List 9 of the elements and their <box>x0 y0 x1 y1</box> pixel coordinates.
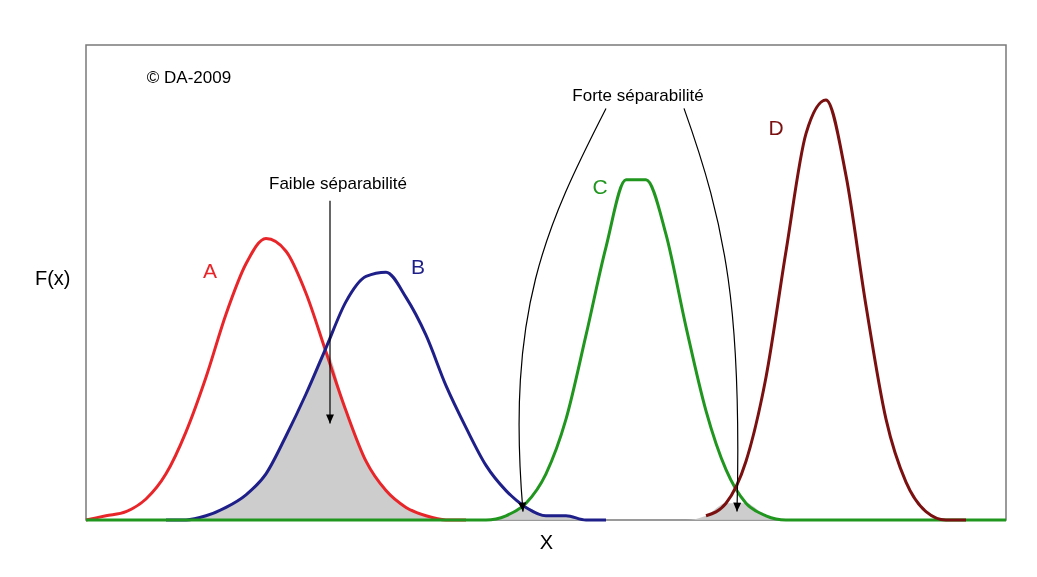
x-axis-title: X <box>539 530 554 553</box>
y-axis-title: F(x) <box>34 267 71 289</box>
text: © DA-2009 <box>146 68 232 88</box>
series-label: D <box>768 116 784 140</box>
series-label: A <box>202 259 218 283</box>
annotation: Forte séparabilité <box>572 85 704 105</box>
series-label: C <box>592 175 608 199</box>
series-label: B <box>410 255 426 279</box>
annotation: Faible séparabilité <box>269 174 407 194</box>
